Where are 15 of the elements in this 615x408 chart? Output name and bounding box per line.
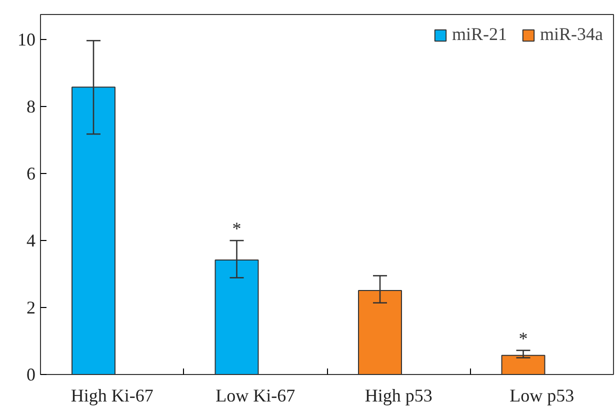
y-tick-label: 8 [26, 96, 36, 117]
x-tick-label: High p53 [364, 386, 432, 406]
x-tick-label: Low Ki-67 [216, 386, 296, 406]
legend-label: miR-34a [540, 24, 603, 45]
x-tick-label: Low p53 [510, 386, 574, 406]
y-tick-label: 10 [18, 30, 36, 50]
bar [501, 354, 546, 374]
x-tick-label: High Ki-67 [70, 386, 154, 406]
y-tick-label: 2 [26, 298, 36, 318]
y-tick-label: 4 [26, 230, 36, 251]
y-tick-label: 0 [26, 364, 36, 384]
annotation: * [518, 328, 528, 348]
legend-label: miR-21 [452, 24, 507, 45]
annotation: * [232, 218, 242, 239]
y-tick-label: 6 [26, 164, 36, 184]
